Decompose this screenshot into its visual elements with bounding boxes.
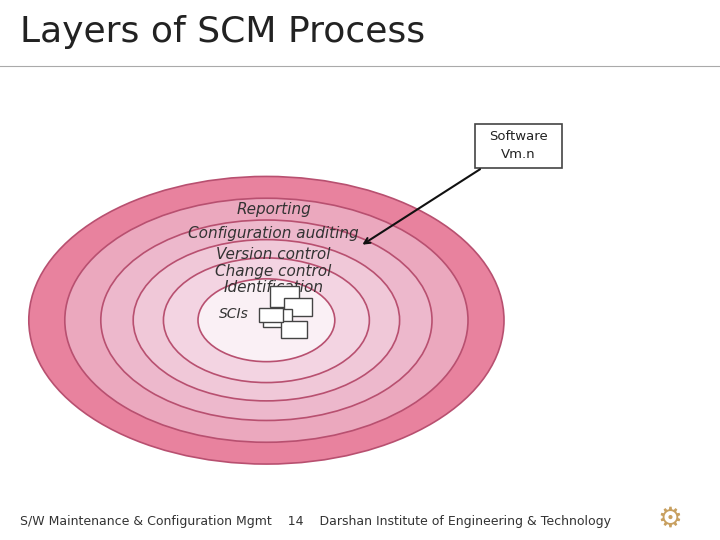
Ellipse shape [29, 177, 504, 464]
Ellipse shape [163, 258, 369, 382]
Text: Layers of SCM Process: Layers of SCM Process [20, 16, 426, 49]
Ellipse shape [133, 240, 400, 401]
Bar [263, 309, 292, 327]
Bar [270, 286, 299, 307]
Bar [259, 308, 283, 322]
Ellipse shape [101, 220, 432, 421]
Text: Configuration auditing: Configuration auditing [189, 226, 359, 241]
Text: SCIs: SCIs [219, 307, 249, 321]
Text: Identification: Identification [224, 280, 323, 295]
Ellipse shape [198, 279, 335, 362]
Text: S/W Maintenance & Configuration Mgmt    14    Darshan Institute of Engineering &: S/W Maintenance & Configuration Mgmt 14 … [20, 515, 611, 528]
Text: Software
Vm.n: Software Vm.n [489, 131, 548, 161]
Text: Version control: Version control [216, 247, 331, 261]
Text: Change control: Change control [215, 264, 332, 279]
Ellipse shape [65, 198, 468, 442]
Text: ⚙: ⚙ [657, 504, 682, 532]
Text: Reporting: Reporting [236, 201, 311, 217]
Bar [281, 321, 307, 338]
Bar [475, 124, 562, 168]
Bar [284, 298, 312, 316]
